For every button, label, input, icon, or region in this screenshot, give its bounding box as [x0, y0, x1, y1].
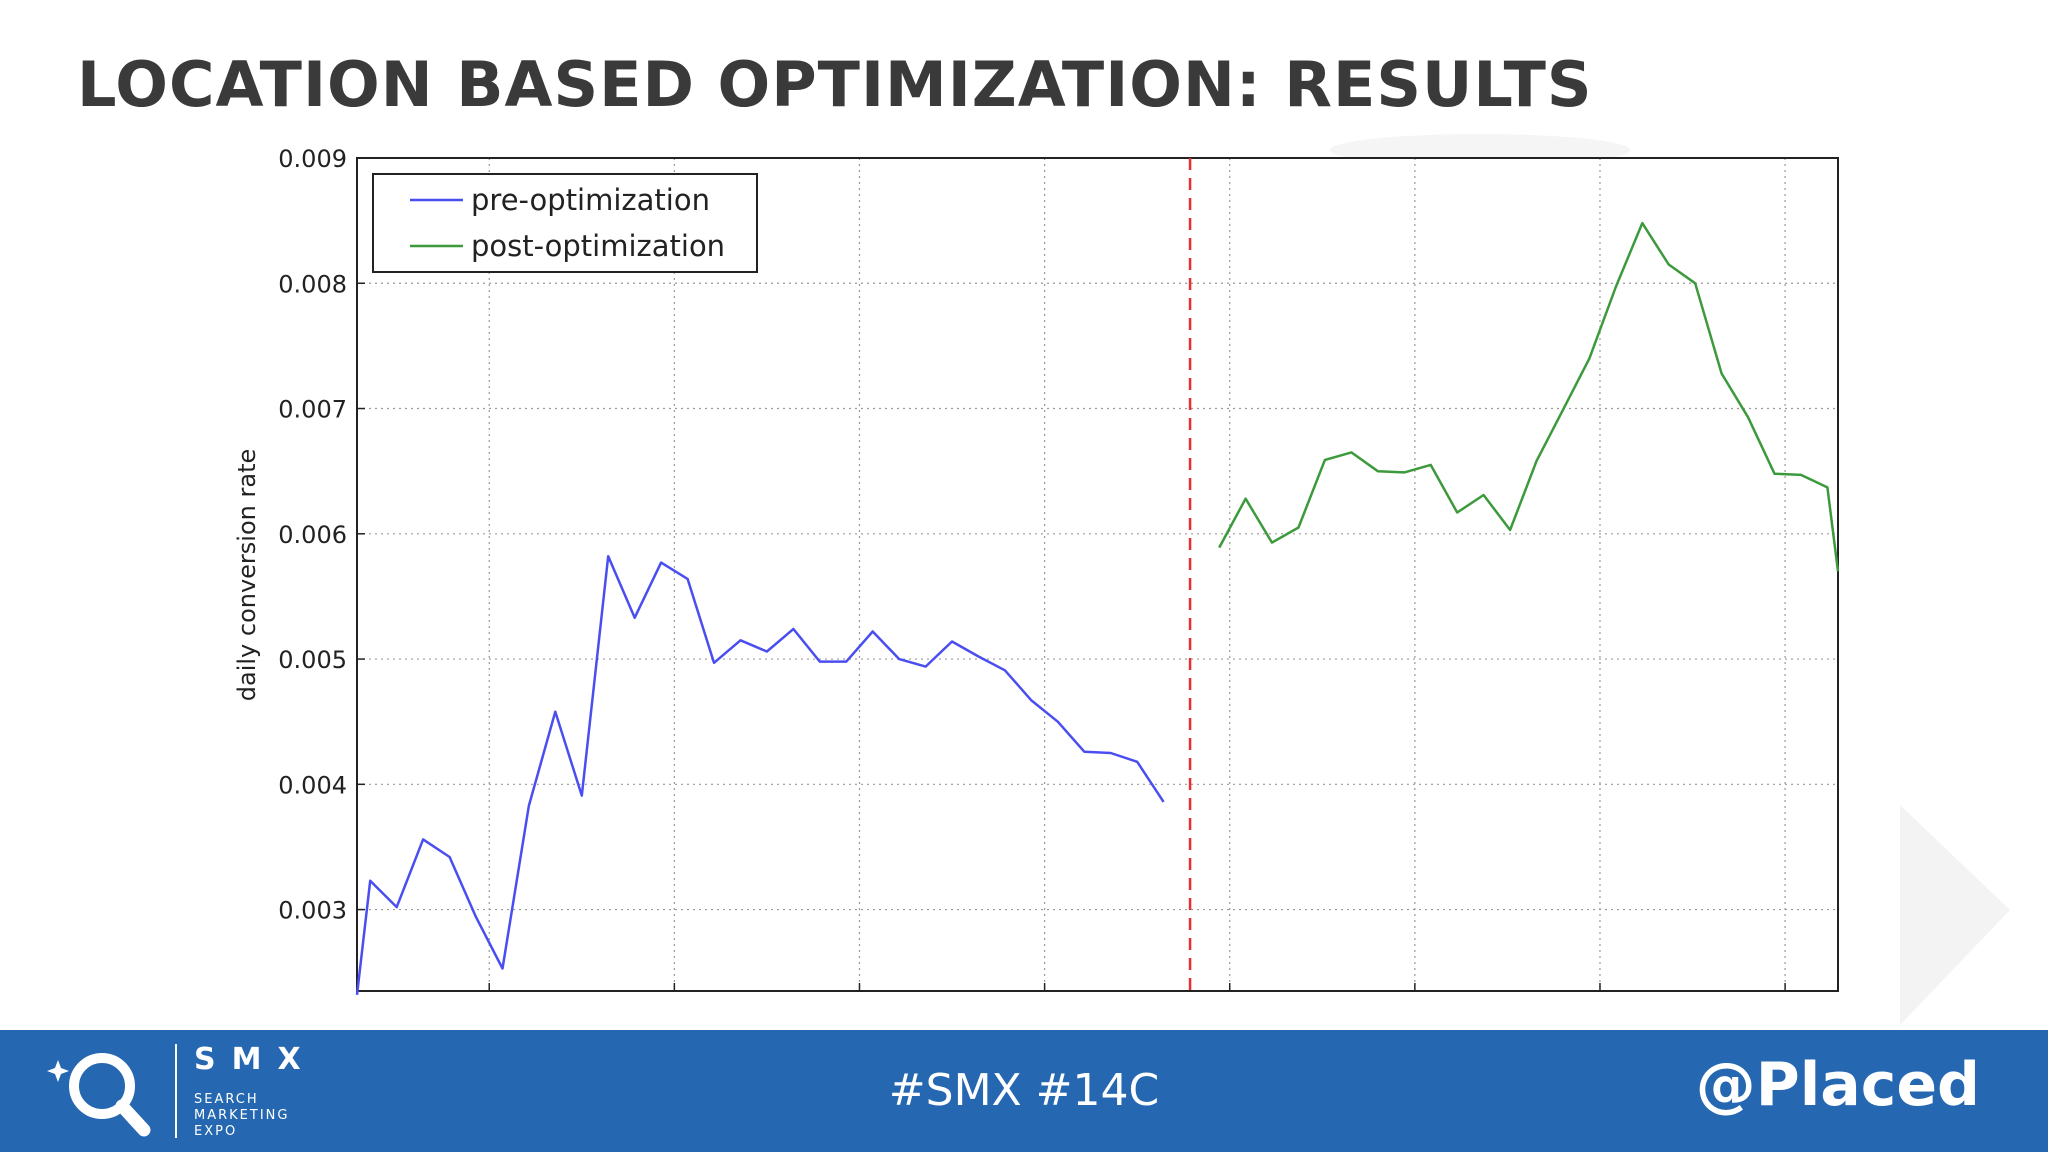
y-tick-label: 0.004: [278, 771, 347, 799]
plot-frame: [356, 157, 1839, 992]
event-hashtag: #SMX #14C: [888, 1065, 1160, 1116]
y-tick-label: 0.007: [278, 396, 347, 424]
y-tick-label: 0.005: [278, 646, 347, 674]
slide-title: LOCATION BASED OPTIMIZATION: RESULTS: [77, 48, 1593, 121]
footer-bar: SMX SEARCH MARKETING EXPO #SMX #14C @Pla…: [0, 1030, 2048, 1152]
logo-tagline-line: MARKETING: [194, 1108, 290, 1123]
y-tick-label: 0.006: [278, 521, 347, 549]
legend-label: post-optimization: [471, 229, 725, 263]
y-tick-label: 0.008: [278, 270, 347, 298]
logo-tagline-line: EXPO: [194, 1124, 238, 1139]
y-tick-label: 0.009: [278, 145, 347, 173]
line-chart: 0.003 0.004 0.005 0.006 0.007 0.008 0.009 daily…: [233, 145, 1840, 995]
logo-divider: [175, 1044, 177, 1138]
y-tick-label: 0.003: [278, 897, 347, 925]
magnifier-sparkle-icon: [47, 1053, 151, 1137]
twitter-handle: @Placed: [1695, 1050, 1980, 1120]
post-optimization-series-line: [1218, 221, 1840, 572]
legend-label: pre-optimization: [471, 183, 710, 217]
logo-tagline: SEARCH MARKETING EXPO: [194, 1092, 289, 1140]
plot-area: [357, 158, 1838, 991]
logo-tagline-line: SEARCH: [194, 1092, 259, 1107]
y-axis-label: daily conversion rate: [233, 449, 261, 701]
legend-box: [372, 173, 758, 273]
logo-wordmark: SMX: [194, 1042, 317, 1077]
pre-optimization-series-line: [355, 555, 1165, 995]
